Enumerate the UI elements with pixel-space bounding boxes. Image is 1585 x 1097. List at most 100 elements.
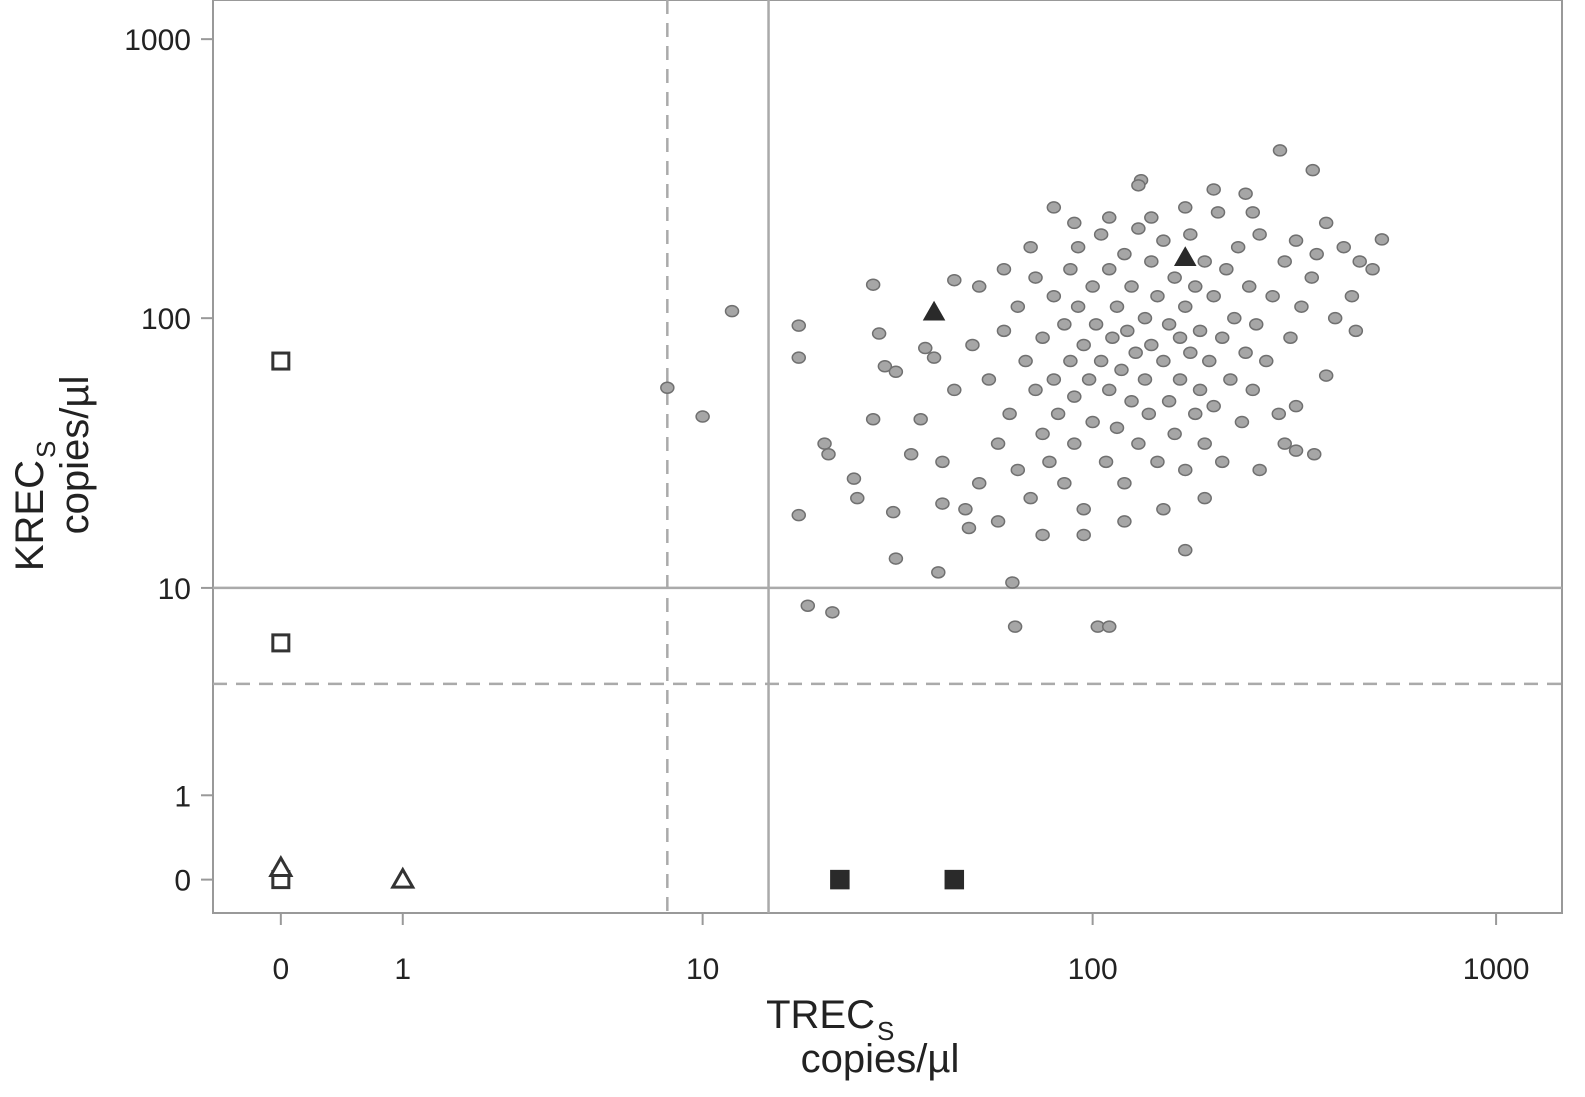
- x-label: TREC: [766, 993, 875, 1037]
- point: [1344, 289, 1360, 303]
- point: [1245, 206, 1261, 219]
- x-tick-label: 1000: [1463, 953, 1530, 986]
- point: [1131, 222, 1146, 235]
- point: [1206, 183, 1221, 196]
- point: [1197, 491, 1212, 505]
- point: [800, 599, 816, 612]
- point: [1172, 331, 1188, 344]
- point: [1046, 289, 1062, 303]
- point: [268, 854, 294, 878]
- point: [1156, 502, 1171, 516]
- point: [390, 866, 416, 889]
- point: [271, 633, 291, 653]
- point: [1252, 463, 1267, 477]
- point: [1183, 228, 1198, 241]
- point: [1309, 247, 1324, 261]
- point: [1063, 263, 1078, 276]
- point: [996, 263, 1012, 276]
- point: [1067, 437, 1082, 450]
- point: [1067, 390, 1082, 403]
- point: [1076, 338, 1091, 352]
- point: [1131, 437, 1146, 450]
- point: [1161, 318, 1177, 331]
- point: [1131, 179, 1146, 192]
- point: [825, 606, 840, 619]
- point: [1141, 407, 1157, 421]
- point: [1067, 216, 1082, 230]
- point: [1304, 271, 1320, 284]
- point: [1227, 311, 1242, 325]
- point: [1085, 280, 1100, 293]
- point: [1023, 491, 1038, 505]
- point: [1144, 255, 1159, 268]
- x-axis-label: TREC S copies/µl: [766, 993, 959, 1081]
- point: [1178, 201, 1193, 214]
- plot-frame: [212, 0, 1563, 914]
- point: [871, 327, 887, 340]
- point: [1070, 300, 1086, 313]
- point: [1007, 620, 1023, 633]
- point: [1005, 576, 1020, 589]
- point: [1206, 399, 1221, 413]
- point: [1120, 324, 1135, 338]
- point: [1305, 163, 1321, 177]
- point: [830, 869, 850, 890]
- point: [1178, 543, 1193, 557]
- point: [1081, 373, 1097, 386]
- point: [1057, 477, 1072, 490]
- point: [1178, 463, 1193, 477]
- point: [1294, 300, 1309, 313]
- point: [1109, 300, 1125, 313]
- point: [791, 351, 807, 364]
- point: [990, 437, 1006, 450]
- point: [695, 410, 710, 423]
- point: [1327, 311, 1343, 325]
- x-tick-label: 1: [394, 953, 411, 986]
- point: [865, 413, 881, 426]
- point: [1318, 216, 1334, 230]
- point: [1214, 331, 1230, 344]
- point: [926, 351, 942, 364]
- y-tick-label: 0: [174, 865, 191, 898]
- point: [1219, 263, 1234, 276]
- point: [791, 319, 807, 332]
- point: [947, 383, 962, 397]
- point: [1348, 324, 1364, 338]
- point: [1252, 228, 1267, 241]
- point: [1117, 477, 1132, 490]
- point: [1101, 263, 1117, 276]
- point: [1057, 318, 1072, 331]
- point: [1259, 354, 1274, 368]
- point: [1214, 455, 1230, 469]
- point: [1172, 373, 1188, 386]
- point: [850, 491, 865, 505]
- point: [1128, 346, 1143, 360]
- y-tick-label: 100: [141, 303, 191, 336]
- point: [1018, 354, 1033, 368]
- point: [931, 566, 946, 579]
- point: [971, 477, 987, 490]
- point: [944, 869, 965, 890]
- point: [1230, 240, 1246, 254]
- point: [1167, 271, 1182, 284]
- point: [1288, 234, 1304, 247]
- point: [1137, 373, 1153, 386]
- point: [1150, 455, 1165, 469]
- point: [1288, 444, 1304, 457]
- point: [888, 552, 904, 565]
- point: [1188, 407, 1203, 421]
- point: [1188, 280, 1203, 293]
- point: [1150, 289, 1165, 303]
- point: [1265, 289, 1280, 303]
- point: [1167, 427, 1182, 441]
- point: [947, 273, 962, 287]
- point: [1192, 383, 1208, 397]
- point: [1042, 455, 1057, 469]
- point: [981, 373, 997, 386]
- x-tick-label: 100: [1068, 953, 1118, 986]
- point: [846, 472, 862, 485]
- point: [1105, 331, 1120, 344]
- point: [1318, 369, 1334, 382]
